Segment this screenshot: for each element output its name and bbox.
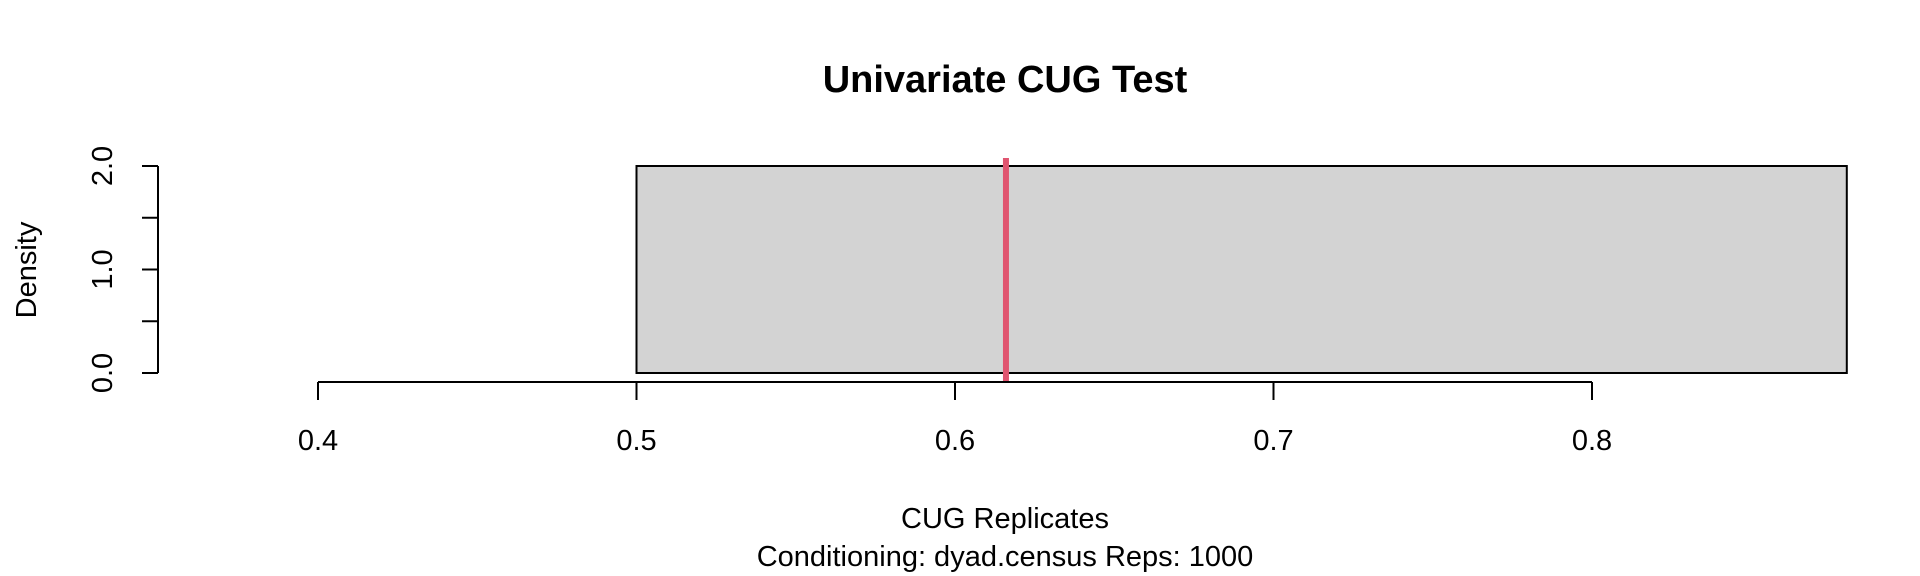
y-tick-label: 2.0: [87, 146, 119, 186]
y-axis: 0.0 1.0 2.0: [87, 146, 159, 393]
y-tick-label: 0.0: [87, 353, 119, 393]
x-tick-label: 0.6: [935, 425, 975, 457]
x-tick-label: 0.5: [616, 425, 656, 457]
x-tick-label: 0.8: [1572, 425, 1612, 457]
x-tick-label: 0.4: [298, 425, 338, 457]
x-axis-label: CUG Replicates: [901, 503, 1109, 535]
x-axis: 0.4 0.5 0.6 0.7 0.8: [298, 381, 1612, 457]
histogram-bars: [635, 165, 1848, 374]
x-tick-label: 0.7: [1253, 425, 1293, 457]
y-tick-label: 1.0: [87, 249, 119, 289]
chart-title: Univariate CUG Test: [823, 59, 1188, 101]
histogram-bar-0: [635, 165, 1848, 374]
chart-subtitle: Conditioning: dyad.census Reps: 1000: [757, 541, 1254, 573]
y-axis-label: Density: [11, 221, 43, 318]
